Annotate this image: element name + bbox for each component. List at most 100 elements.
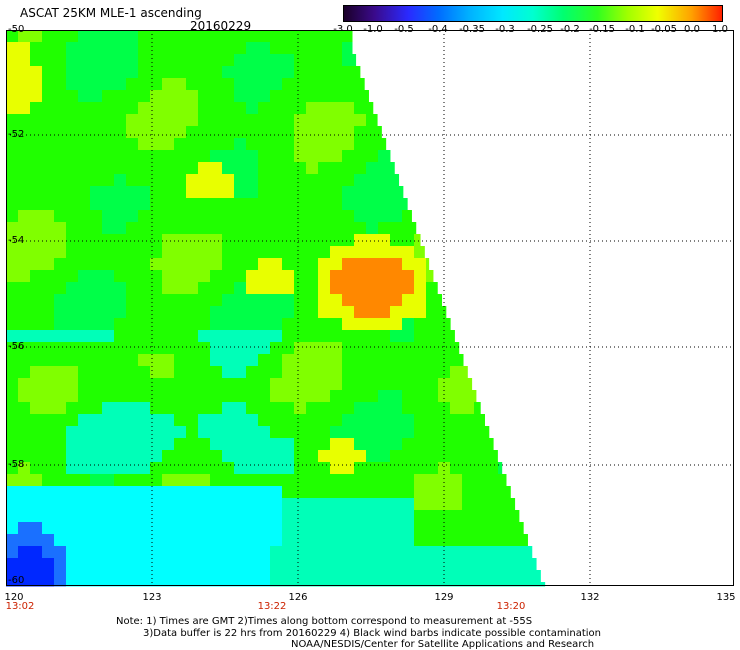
swath-cell	[210, 282, 223, 295]
swath-cell	[318, 66, 331, 79]
swath-cell	[138, 498, 151, 511]
swath-cell	[282, 582, 295, 587]
swath-cell	[438, 582, 451, 587]
swath-cell	[366, 582, 379, 587]
swath-cell	[402, 522, 415, 535]
swath-cell	[246, 462, 259, 475]
swath-cell	[90, 534, 103, 547]
swath-cell	[186, 210, 199, 223]
swath-cell	[90, 102, 103, 115]
swath-cell	[126, 486, 139, 499]
swath-cell	[270, 330, 283, 343]
swath-cell	[210, 90, 223, 103]
swath-cell	[138, 462, 151, 475]
swath-cell	[138, 210, 151, 223]
swath-cell	[186, 282, 199, 295]
swath-cell	[294, 186, 307, 199]
swath-cell	[18, 522, 31, 535]
swath-cell	[258, 510, 271, 523]
swath-cell	[366, 450, 379, 463]
swath-cell	[378, 474, 391, 487]
swath-cell	[126, 90, 139, 103]
swath-cell	[318, 150, 331, 163]
swath-cell	[126, 510, 139, 523]
swath-cell	[510, 570, 523, 583]
swath-cell	[174, 162, 187, 175]
swath-cell	[210, 330, 223, 343]
swath-cell	[78, 162, 91, 175]
note-line-2: 3)Data buffer is 22 hrs from 20160229 4)…	[143, 628, 601, 639]
swath-cell	[66, 294, 79, 307]
swath-cell	[126, 498, 139, 511]
swath-cell	[126, 174, 139, 187]
swath-cell	[162, 246, 175, 259]
swath-cell	[354, 318, 367, 331]
swath-cell	[66, 426, 79, 439]
swath-cell	[102, 330, 115, 343]
swath-cell	[30, 474, 43, 487]
swath-cell	[54, 390, 67, 403]
swath-cell	[6, 510, 19, 523]
swath-cell	[306, 282, 319, 295]
swath-cell	[210, 210, 223, 223]
swath-cell	[210, 150, 223, 163]
swath-cell	[18, 162, 31, 175]
swath-cell	[138, 342, 151, 355]
swath-cell	[426, 510, 439, 523]
swath-cell	[6, 234, 19, 247]
swath-cell	[138, 534, 151, 547]
swath-cell	[66, 390, 79, 403]
swath-cell	[78, 582, 91, 587]
swath-cell	[390, 258, 403, 271]
swath-cell	[282, 486, 295, 499]
swath-cell	[78, 78, 91, 91]
swath-cell	[6, 246, 19, 259]
swath-cell	[126, 258, 139, 271]
swath-cell	[330, 294, 343, 307]
swath-cell	[150, 390, 163, 403]
swath-cell	[306, 570, 319, 583]
swath-cell	[354, 342, 367, 355]
swath-cell	[486, 438, 494, 451]
swath-cell	[18, 294, 31, 307]
swath-cell	[522, 570, 535, 583]
swath-cell	[114, 66, 127, 79]
swath-cell	[474, 570, 487, 583]
swath-cell	[330, 162, 343, 175]
swath-cell	[378, 570, 391, 583]
swath-cell	[102, 534, 115, 547]
swath-cell	[186, 138, 199, 151]
swath-cell	[366, 246, 379, 259]
swath-cell	[162, 342, 175, 355]
swath-cell	[474, 546, 487, 559]
swath-cell	[30, 270, 43, 283]
swath-cell	[150, 258, 163, 271]
swath-cell	[102, 450, 115, 463]
swath-cell	[138, 318, 151, 331]
swath-cell	[294, 90, 307, 103]
swath-cell	[114, 186, 127, 199]
swath-cell	[390, 198, 403, 211]
swath-cell	[510, 582, 523, 587]
swath-cell	[450, 546, 463, 559]
swath-cell	[198, 210, 211, 223]
swath-cell	[114, 522, 127, 535]
swath-cell	[138, 30, 151, 43]
swath-cell	[270, 198, 283, 211]
swath-cell	[186, 486, 199, 499]
swath-cell	[270, 90, 283, 103]
swath-cell	[462, 354, 464, 367]
swath-cell	[234, 342, 247, 355]
swath-cell	[270, 138, 283, 151]
swath-cell	[198, 162, 211, 175]
swath-cell	[186, 378, 199, 391]
swath-cell	[42, 78, 55, 91]
swath-cell	[234, 498, 247, 511]
swath-cell	[210, 186, 223, 199]
swath-cell	[246, 162, 259, 175]
swath-cell	[66, 234, 79, 247]
swath-cell	[78, 114, 91, 127]
swath-cell	[54, 426, 67, 439]
swath-cell	[174, 246, 187, 259]
swath-cell	[198, 282, 211, 295]
